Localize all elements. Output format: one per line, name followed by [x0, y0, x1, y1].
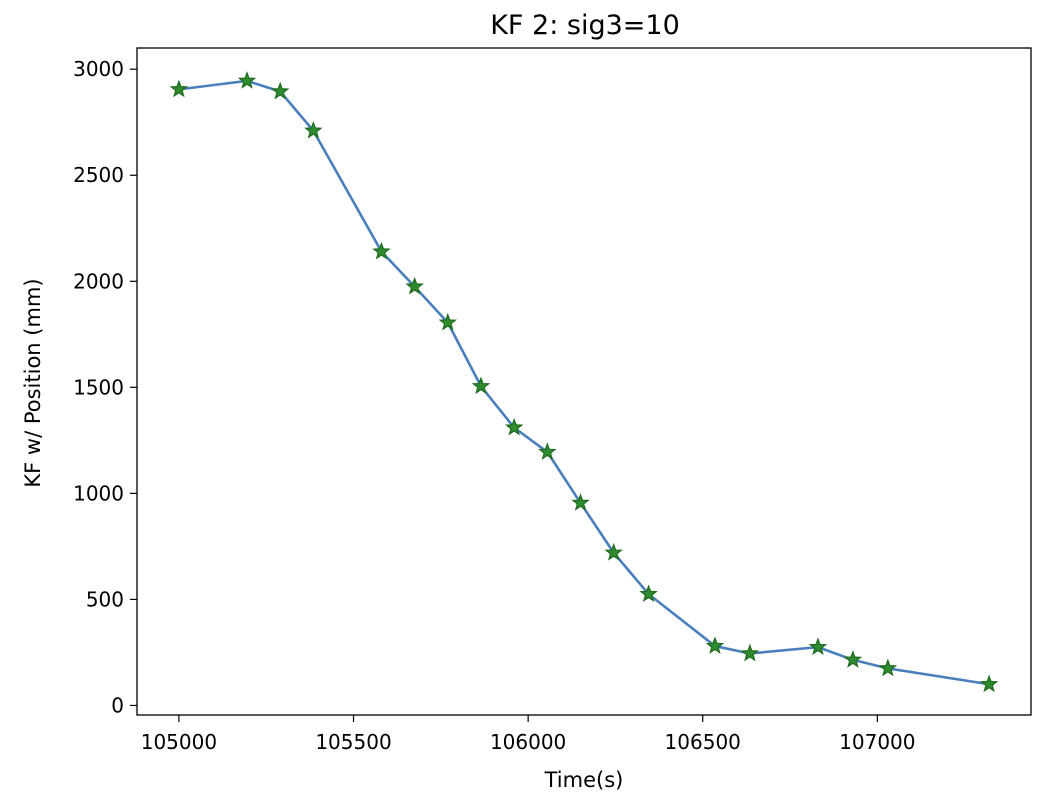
x-tick-label: 106000	[490, 730, 566, 754]
y-axis: 0 500 1000 1500 2000 2500 3000	[73, 57, 137, 717]
data-point-marker	[438, 312, 458, 331]
x-tick-label: 106500	[665, 730, 741, 754]
data-point-marker	[538, 442, 557, 460]
data-point-marker	[304, 120, 323, 139]
data-point-marker	[979, 674, 999, 693]
data-point-marker	[639, 584, 658, 602]
y-tick-label: 500	[86, 587, 124, 611]
plot-area	[136, 47, 1032, 716]
x-tick-label: 105000	[141, 730, 217, 754]
data-point-marker	[237, 71, 257, 89]
y-tick-label: 2500	[73, 163, 124, 187]
data-point-marker	[705, 636, 725, 654]
data-point-marker	[372, 241, 391, 260]
series-layer	[169, 71, 999, 693]
x-axis: 105000 105500 106000 106500 107000	[141, 715, 916, 754]
data-point-marker	[471, 376, 491, 395]
data-point-marker	[604, 543, 623, 561]
data-point-marker	[740, 643, 760, 662]
y-tick-label: 1000	[73, 481, 124, 505]
y-tick-label: 2000	[73, 269, 124, 293]
data-point-marker	[843, 650, 863, 668]
y-tick-label: 0	[111, 693, 124, 717]
data-point-marker	[169, 79, 189, 98]
y-tick-label: 3000	[73, 57, 124, 81]
series-line	[177, 79, 991, 686]
y-axis-label: KF w/ Position (mm)	[21, 278, 45, 487]
data-point-marker	[405, 276, 424, 295]
data-point-marker	[808, 637, 828, 655]
x-tick-label: 107000	[839, 730, 915, 754]
data-point-marker	[270, 81, 290, 100]
chart-title: KF 2: sig3=10	[490, 10, 680, 41]
y-tick-label: 1500	[73, 375, 124, 399]
data-point-marker	[571, 493, 590, 511]
data-point-marker	[878, 658, 898, 677]
x-axis-label: Time(s)	[544, 768, 624, 792]
data-point-marker	[504, 417, 524, 436]
x-tick-label: 105500	[315, 730, 391, 754]
